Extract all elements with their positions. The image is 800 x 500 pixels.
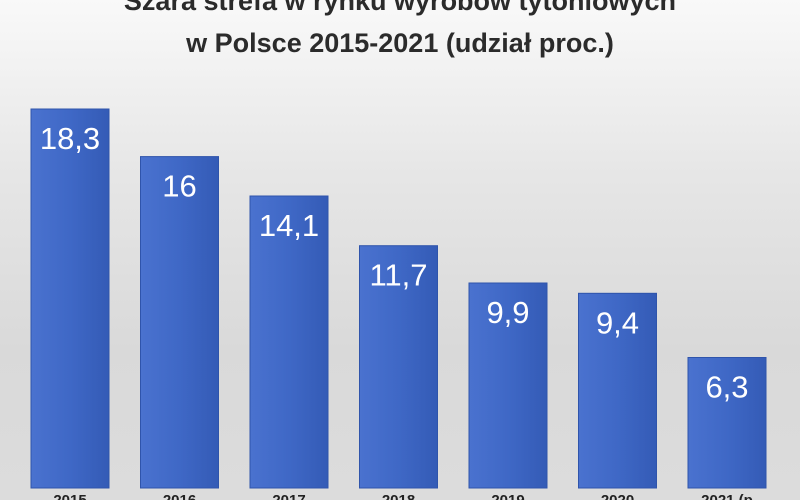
value-label-2021p: 6,3 <box>705 370 748 405</box>
value-label-2019: 9,9 <box>486 295 529 330</box>
chart-title-line-2: w Polsce 2015-2021 (udział proc.) <box>186 28 614 58</box>
value-label-2017: 14,1 <box>259 208 319 243</box>
bar-2016 <box>140 156 219 489</box>
bar-2021p <box>687 357 767 489</box>
bar-2019 <box>468 282 548 489</box>
x-axis-ticks-group: 2015 2016 2017 2018 2019 2020 2021 (p <box>53 492 753 500</box>
x-tick-2015: 2015 <box>53 492 86 500</box>
value-label-2020: 9,4 <box>596 305 639 340</box>
bar-2020 <box>578 292 657 489</box>
x-tick-2016: 2016 <box>163 492 196 500</box>
value-label-2018: 11,7 <box>369 258 427 293</box>
value-label-2015: 18,3 <box>40 121 100 156</box>
chart-title-line-1: Szara strefa w rynku wyrobów tytoniowych <box>123 0 677 16</box>
x-tick-2020: 2020 <box>601 492 634 500</box>
x-tick-2018: 2018 <box>382 492 415 500</box>
bar-2017 <box>249 195 329 489</box>
bar-2018 <box>359 245 438 489</box>
bars-group <box>30 108 767 489</box>
x-tick-2019: 2019 <box>491 492 524 500</box>
x-tick-2021p: 2021 (p <box>701 492 753 500</box>
bar-2015 <box>30 108 110 489</box>
value-label-2016: 16 <box>162 169 196 204</box>
x-tick-2017: 2017 <box>272 492 305 500</box>
value-labels-group: 18,3 16 14,1 11,7 9,9 9,4 6,3 <box>40 121 749 405</box>
chart-title: Szara strefa w rynku wyrobów tytoniowych… <box>0 0 800 64</box>
